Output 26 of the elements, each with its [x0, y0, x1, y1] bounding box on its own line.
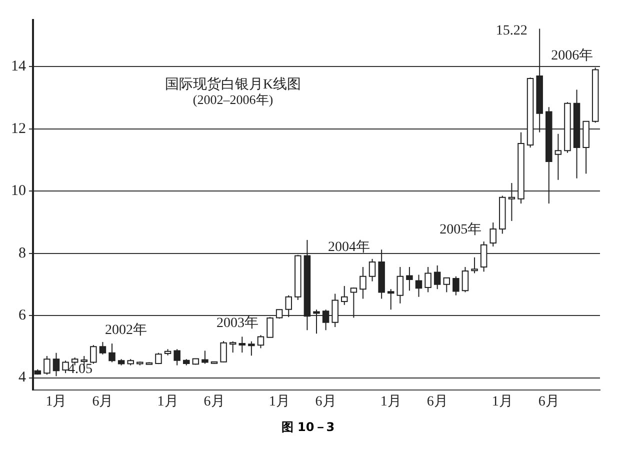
y-tick-label: 14 — [11, 58, 26, 75]
text: (2002–2006年) — [192, 92, 274, 107]
x-tick-label: 6月 — [538, 394, 560, 410]
x-tick-label: 1月 — [157, 394, 178, 410]
y-tick-label: 10 — [11, 183, 26, 200]
x-tick-label: 1月 — [380, 394, 402, 410]
y-tick-label: 12 — [11, 120, 26, 137]
annotation: 15.22 — [496, 24, 528, 39]
annotation: 2002年 — [104, 322, 147, 338]
x-tick-label: 6月 — [92, 394, 114, 410]
x-tick-label: 1月 — [492, 394, 513, 410]
x-tick-label: 6月 — [315, 394, 336, 410]
annotation: 2003年 — [216, 315, 258, 332]
y-tick-label: 4 — [18, 370, 26, 386]
y-tick-label: 6 — [18, 307, 26, 324]
text: 国际现货白银月K线图 — [164, 76, 302, 92]
x-tick-label: 6月 — [426, 394, 448, 410]
x-tick-label: 6月 — [204, 394, 225, 410]
y-tick-label: 8 — [18, 245, 26, 262]
annotation: 2004年 — [328, 238, 370, 255]
annotation: 4.05 — [68, 362, 92, 378]
x-tick-label: 1月 — [46, 394, 67, 410]
x-tick-label: 1月 — [268, 394, 290, 410]
annotation: 2005年 — [440, 222, 482, 238]
caption: 图 10－3 — [280, 419, 336, 436]
annotation: 2006年 — [551, 48, 594, 64]
